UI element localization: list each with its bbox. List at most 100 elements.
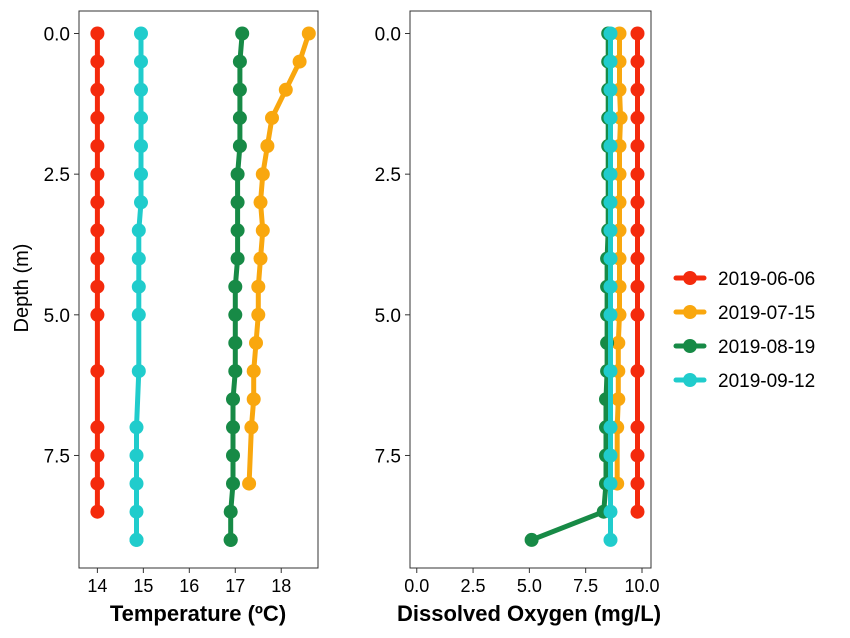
- data-point: [90, 504, 105, 519]
- data-point: [251, 279, 266, 294]
- series-2019-06-06: [630, 26, 645, 519]
- legend-item: 2019-07-15: [673, 303, 815, 324]
- x-tick-label: 17: [225, 576, 245, 596]
- oxygen-x-axis-label: Dissolved Oxygen (mg/L): [397, 601, 661, 626]
- data-point: [603, 504, 618, 519]
- data-point: [603, 223, 618, 238]
- x-tick-label: 0.0: [404, 576, 429, 596]
- data-point: [242, 476, 257, 491]
- data-point: [230, 223, 245, 238]
- data-point: [603, 364, 618, 379]
- legend-item: 2019-09-12: [673, 371, 815, 392]
- data-point: [630, 364, 645, 379]
- data-point: [134, 82, 148, 97]
- y-tick-label: 0.0: [375, 25, 401, 46]
- data-point: [90, 223, 105, 238]
- data-point: [90, 167, 105, 182]
- series-line: [246, 31, 312, 487]
- data-point: [630, 139, 645, 153]
- data-point: [630, 26, 645, 41]
- data-point: [603, 307, 618, 322]
- data-point: [230, 195, 245, 210]
- data-point: [630, 223, 645, 238]
- data-point: [129, 476, 144, 491]
- data-point: [134, 110, 148, 125]
- x-tick-label: 2.5: [461, 576, 486, 596]
- data-point: [129, 504, 144, 519]
- y-tick-label: 0.0: [44, 25, 70, 46]
- y-tick-label: 5.0: [375, 306, 401, 327]
- temperature-x-ticks: 14 15 16 17 18: [87, 568, 291, 596]
- data-point: [603, 251, 618, 266]
- data-point: [235, 26, 250, 41]
- data-point: [129, 420, 144, 435]
- legend-marker: [683, 305, 697, 319]
- data-point: [301, 26, 316, 41]
- data-point: [232, 54, 247, 69]
- data-point: [90, 420, 105, 435]
- data-point: [90, 195, 105, 210]
- data-point: [253, 251, 268, 266]
- data-point: [249, 335, 263, 350]
- temperature-series: [90, 26, 316, 547]
- x-tick-label: 16: [179, 576, 199, 596]
- data-point: [630, 448, 645, 463]
- data-point: [228, 279, 243, 294]
- data-point: [630, 307, 645, 322]
- data-point: [90, 139, 105, 153]
- data-point: [603, 54, 618, 69]
- data-point: [223, 504, 238, 519]
- data-point: [630, 279, 645, 294]
- legend-marker: [683, 339, 697, 353]
- data-point: [131, 307, 146, 322]
- legend-item: 2019-06-06: [673, 269, 815, 290]
- y-tick-label: 7.5: [44, 446, 70, 467]
- data-point: [260, 139, 275, 153]
- data-point: [232, 110, 247, 125]
- data-point: [255, 223, 270, 238]
- data-point: [292, 54, 307, 69]
- data-point: [134, 26, 148, 41]
- data-point: [134, 167, 148, 182]
- legend-label: 2019-06-06: [718, 269, 815, 290]
- series-2019-06-06: [90, 26, 105, 519]
- data-point: [228, 335, 243, 350]
- data-point: [246, 392, 261, 407]
- data-point: [230, 251, 245, 266]
- data-point: [134, 54, 148, 69]
- data-point: [251, 307, 266, 322]
- data-point: [228, 364, 243, 379]
- data-point: [603, 279, 618, 294]
- data-point: [131, 223, 146, 238]
- legend-label: 2019-09-12: [718, 371, 815, 392]
- data-point: [90, 110, 105, 125]
- data-point: [228, 307, 243, 322]
- data-point: [223, 532, 238, 547]
- data-point: [611, 335, 626, 350]
- y-tick-label: 2.5: [44, 165, 70, 186]
- data-point: [253, 195, 268, 210]
- data-point: [90, 279, 105, 294]
- data-point: [630, 251, 645, 266]
- legend-item: 2019-08-19: [673, 337, 815, 358]
- data-point: [613, 110, 628, 125]
- y-tick-label: 2.5: [375, 165, 401, 186]
- data-point: [244, 420, 259, 435]
- data-point: [131, 364, 146, 379]
- data-point: [226, 392, 240, 407]
- x-tick-label: 15: [133, 576, 153, 596]
- series-line: [614, 31, 624, 487]
- oxygen-plot-frame: [409, 10, 652, 569]
- x-tick-label: 10.0: [624, 576, 659, 596]
- data-point: [265, 110, 279, 125]
- data-point: [131, 279, 146, 294]
- legend-marker: [683, 373, 697, 387]
- data-point: [603, 448, 618, 463]
- data-point: [603, 26, 618, 41]
- x-tick-label: 18: [271, 576, 291, 596]
- data-point: [524, 532, 539, 547]
- data-point: [129, 448, 144, 463]
- data-point: [134, 195, 148, 210]
- temperature-plot-frame: [78, 10, 319, 569]
